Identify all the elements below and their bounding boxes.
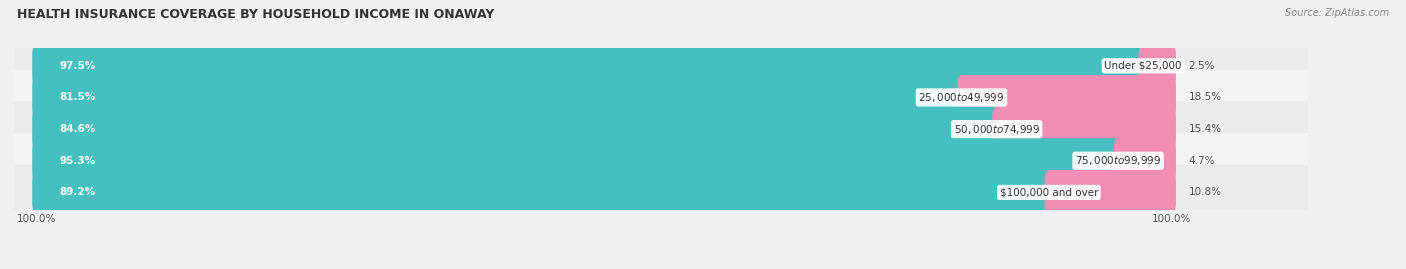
Text: 2.5%: 2.5% (1188, 61, 1215, 71)
FancyBboxPatch shape (1045, 170, 1175, 215)
FancyBboxPatch shape (10, 133, 1312, 189)
FancyBboxPatch shape (32, 138, 1122, 183)
FancyBboxPatch shape (32, 75, 966, 120)
Text: $25,000 to $49,999: $25,000 to $49,999 (918, 91, 1005, 104)
Text: 97.5%: 97.5% (59, 61, 96, 71)
Text: 81.5%: 81.5% (59, 93, 96, 102)
FancyBboxPatch shape (10, 70, 1312, 125)
Text: 10.8%: 10.8% (1188, 187, 1222, 197)
Text: Under $25,000: Under $25,000 (1104, 61, 1182, 71)
FancyBboxPatch shape (957, 75, 1175, 120)
Text: 84.6%: 84.6% (59, 124, 96, 134)
Text: HEALTH INSURANCE COVERAGE BY HOUSEHOLD INCOME IN ONAWAY: HEALTH INSURANCE COVERAGE BY HOUSEHOLD I… (17, 8, 495, 21)
Text: Source: ZipAtlas.com: Source: ZipAtlas.com (1285, 8, 1389, 18)
Text: 15.4%: 15.4% (1188, 124, 1222, 134)
Text: $75,000 to $99,999: $75,000 to $99,999 (1076, 154, 1161, 167)
FancyBboxPatch shape (10, 101, 1312, 157)
Text: $100,000 and over: $100,000 and over (1000, 187, 1098, 197)
Text: 95.3%: 95.3% (59, 156, 96, 166)
FancyBboxPatch shape (32, 43, 1147, 88)
Text: 89.2%: 89.2% (59, 187, 96, 197)
FancyBboxPatch shape (10, 165, 1312, 220)
Text: $50,000 to $74,999: $50,000 to $74,999 (953, 123, 1040, 136)
FancyBboxPatch shape (1139, 43, 1175, 88)
Text: 18.5%: 18.5% (1188, 93, 1222, 102)
FancyBboxPatch shape (993, 107, 1175, 152)
FancyBboxPatch shape (1114, 138, 1175, 183)
Text: 4.7%: 4.7% (1188, 156, 1215, 166)
FancyBboxPatch shape (32, 170, 1053, 215)
FancyBboxPatch shape (10, 38, 1312, 94)
FancyBboxPatch shape (32, 107, 1001, 152)
